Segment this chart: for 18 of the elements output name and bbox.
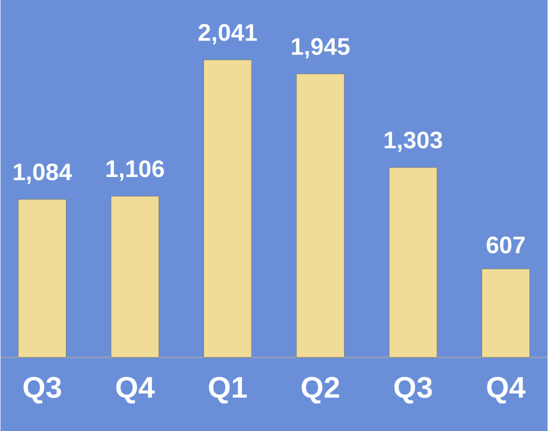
x-tick-label: Q4 — [116, 376, 155, 404]
data-label: 1,303 — [384, 131, 442, 152]
bar — [388, 167, 438, 358]
data-label: 2,041 — [198, 24, 257, 44]
data-label: 607 — [486, 236, 525, 254]
x-tick-label: Q3 — [24, 376, 62, 404]
x-tick-label: Q2 — [302, 376, 340, 404]
bar — [203, 60, 252, 358]
bar — [110, 196, 160, 358]
data-label: 1,106 — [106, 160, 164, 181]
bar — [296, 74, 345, 358]
x-tick-label: Q1 — [208, 376, 247, 404]
x-tick-label: Q3 — [394, 376, 432, 404]
data-label: 1,945 — [292, 38, 350, 58]
x-tick-label: Q4 — [487, 376, 526, 404]
data-label: 1,084 — [14, 163, 72, 184]
bar — [482, 268, 530, 358]
bar — [18, 199, 66, 358]
